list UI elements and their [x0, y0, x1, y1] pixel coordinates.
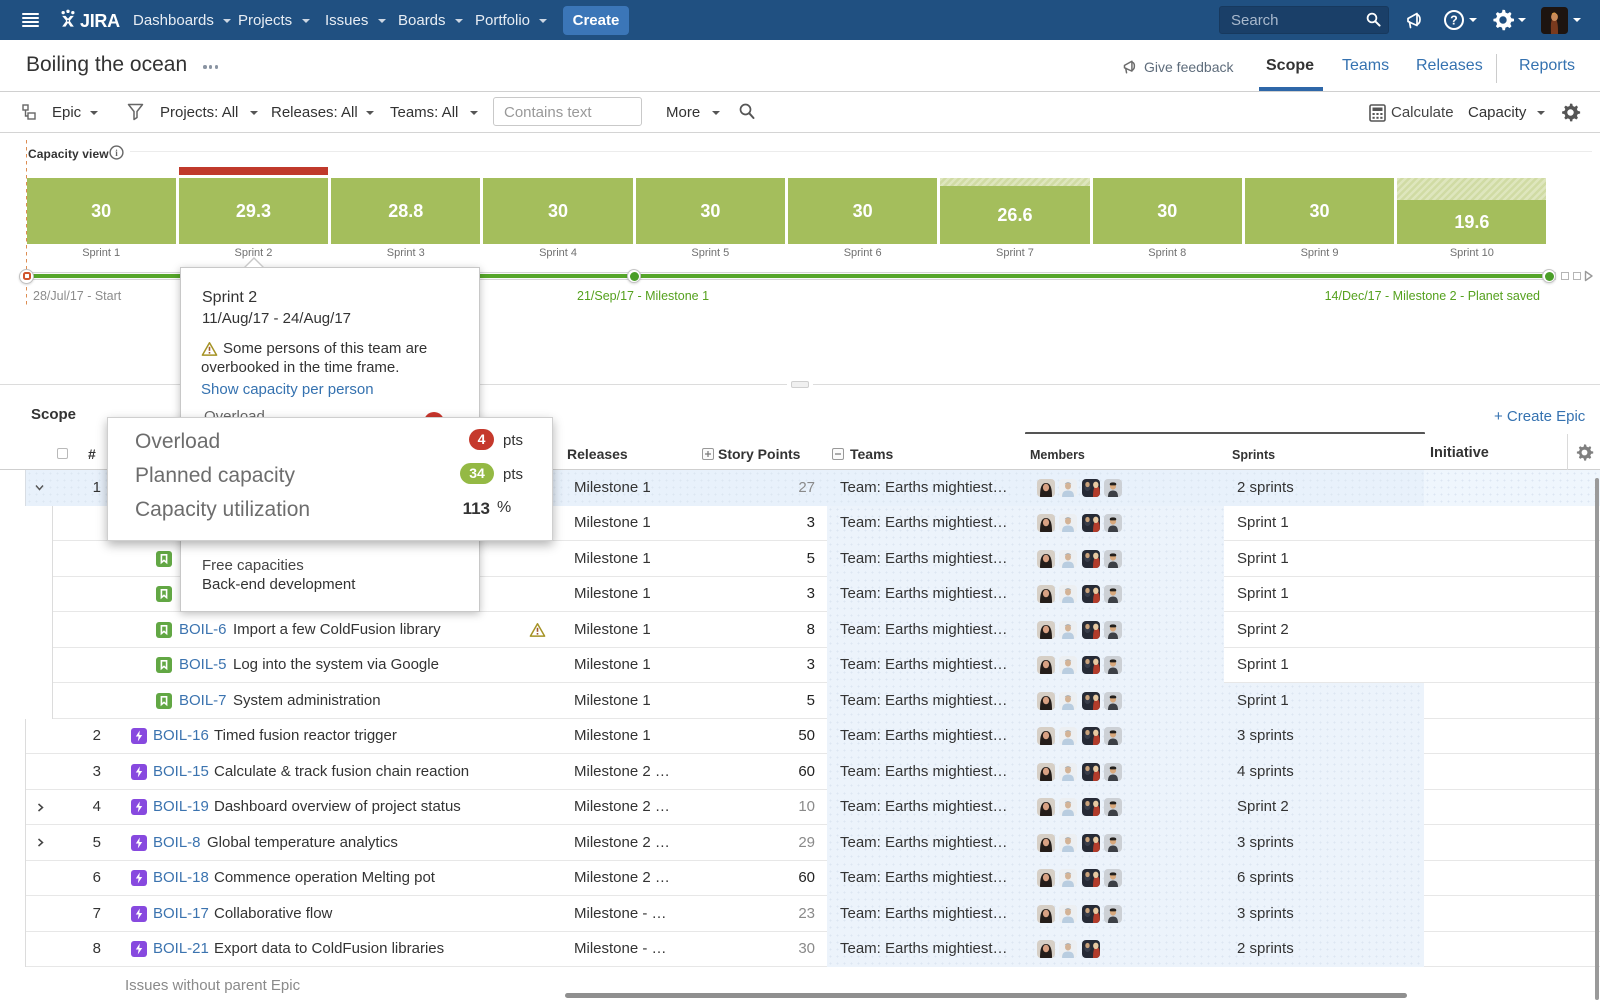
svg-text:i: i: [115, 148, 118, 158]
svg-text:?: ?: [1450, 14, 1458, 28]
